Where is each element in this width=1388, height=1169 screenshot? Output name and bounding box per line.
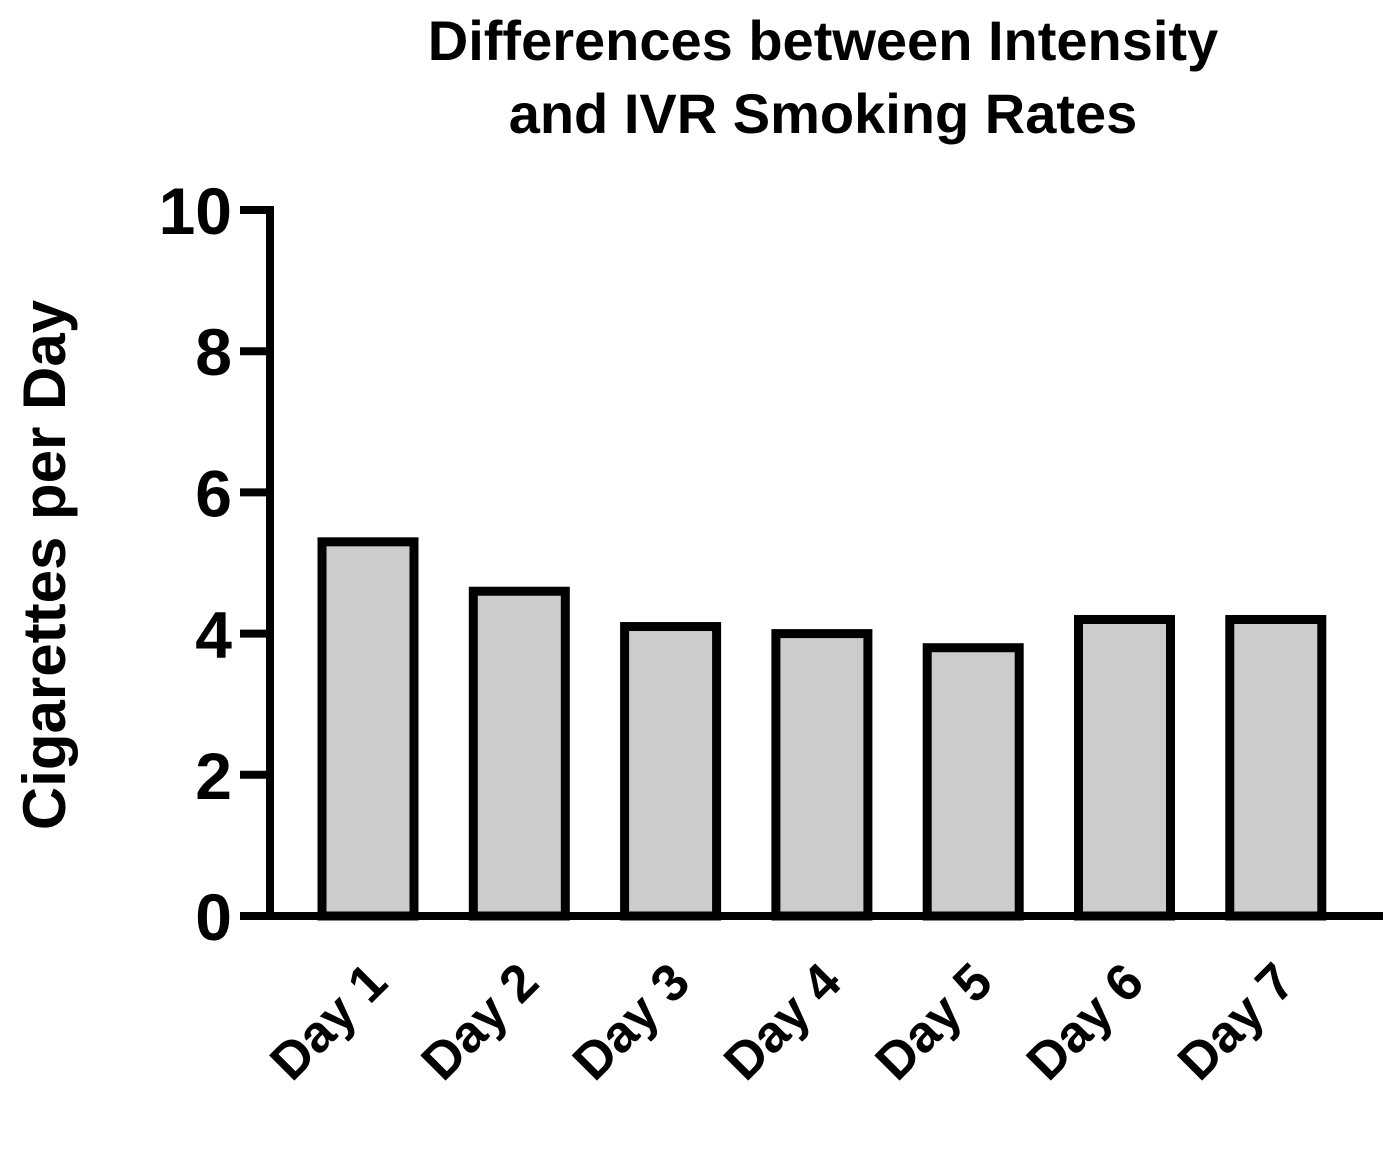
y-tick-label-0: 0 (195, 880, 232, 954)
x-tick-label-4: Day 4 (713, 952, 852, 1091)
y-axis: 0 2 4 6 8 10 (159, 174, 274, 954)
x-tick-label-1: Day 1 (259, 952, 398, 1091)
chart-title: Differences between Intensity and IVR Sm… (428, 9, 1218, 145)
y-tick-label-10: 10 (159, 174, 232, 248)
x-tick-label-5: Day 5 (865, 952, 1004, 1091)
chart-title-line-2: and IVR Smoking Rates (509, 82, 1138, 145)
bars-group (317, 537, 1327, 921)
x-tick-label-2: Day 2 (411, 952, 550, 1091)
y-tick-label-4: 4 (195, 598, 232, 672)
x-axis: Day 1 Day 2 Day 3 Day 4 Day 5 Day 6 Day 7 (259, 912, 1383, 1092)
bar-2 (468, 586, 570, 921)
bar-4 (771, 629, 873, 921)
bar-6 (1074, 614, 1175, 921)
y-tick-label-2: 2 (195, 739, 232, 813)
y-tick-label-6: 6 (195, 456, 232, 530)
bar-1 (317, 537, 419, 921)
y-axis-label: Cigarettes per Day (11, 299, 78, 830)
bar-7 (1225, 614, 1327, 921)
x-tick-label-7: Day 7 (1167, 952, 1306, 1091)
chart-title-line-1: Differences between Intensity (428, 9, 1218, 72)
bar-3 (620, 622, 722, 921)
bar-5 (922, 643, 1024, 921)
x-tick-label-6: Day 6 (1016, 952, 1155, 1091)
x-tick-label-3: Day 3 (562, 952, 701, 1091)
y-tick-label-8: 8 (195, 315, 232, 389)
